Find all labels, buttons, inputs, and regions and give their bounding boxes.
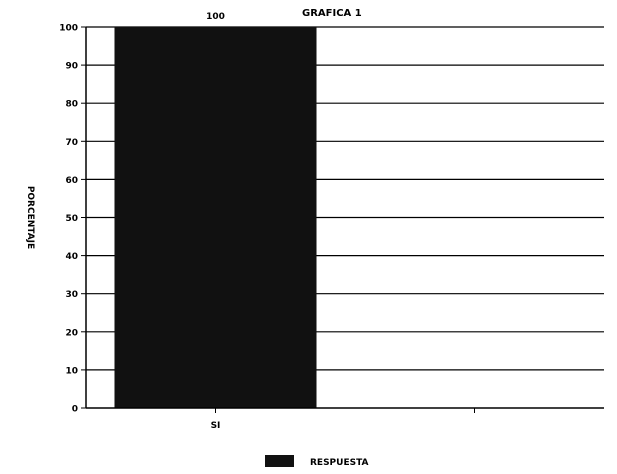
legend-label: RESPUESTA bbox=[310, 458, 369, 468]
y-tick-label: 90 bbox=[65, 62, 78, 72]
y-tick-label: 70 bbox=[65, 138, 78, 148]
y-axis-ticks: 0 10 20 30 40 50 60 70 80 90 100 bbox=[59, 24, 86, 415]
bar-data-label: 100 bbox=[206, 12, 225, 22]
data-labels: 100 bbox=[206, 12, 225, 22]
legend: RESPUESTA bbox=[265, 455, 369, 468]
y-tick-label: 0 bbox=[72, 405, 78, 415]
y-tick-label: 100 bbox=[59, 24, 78, 34]
chart-title: GRAFICA 1 bbox=[302, 8, 362, 19]
bar-si bbox=[114, 27, 317, 408]
y-tick-label: 20 bbox=[65, 328, 78, 338]
legend-swatch bbox=[265, 455, 294, 467]
x-axis-ticks: SI bbox=[211, 408, 475, 431]
y-tick-label: 10 bbox=[65, 366, 78, 376]
y-tick-label: 80 bbox=[65, 100, 78, 110]
y-tick-label: 30 bbox=[65, 290, 78, 300]
y-tick-label: 50 bbox=[65, 214, 78, 224]
y-tick-label: 60 bbox=[65, 176, 78, 186]
bars bbox=[114, 27, 317, 408]
y-tick-label: 40 bbox=[65, 252, 78, 262]
y-axis-title: PORCENTAJE bbox=[25, 186, 35, 249]
x-tick-label: SI bbox=[211, 421, 221, 431]
